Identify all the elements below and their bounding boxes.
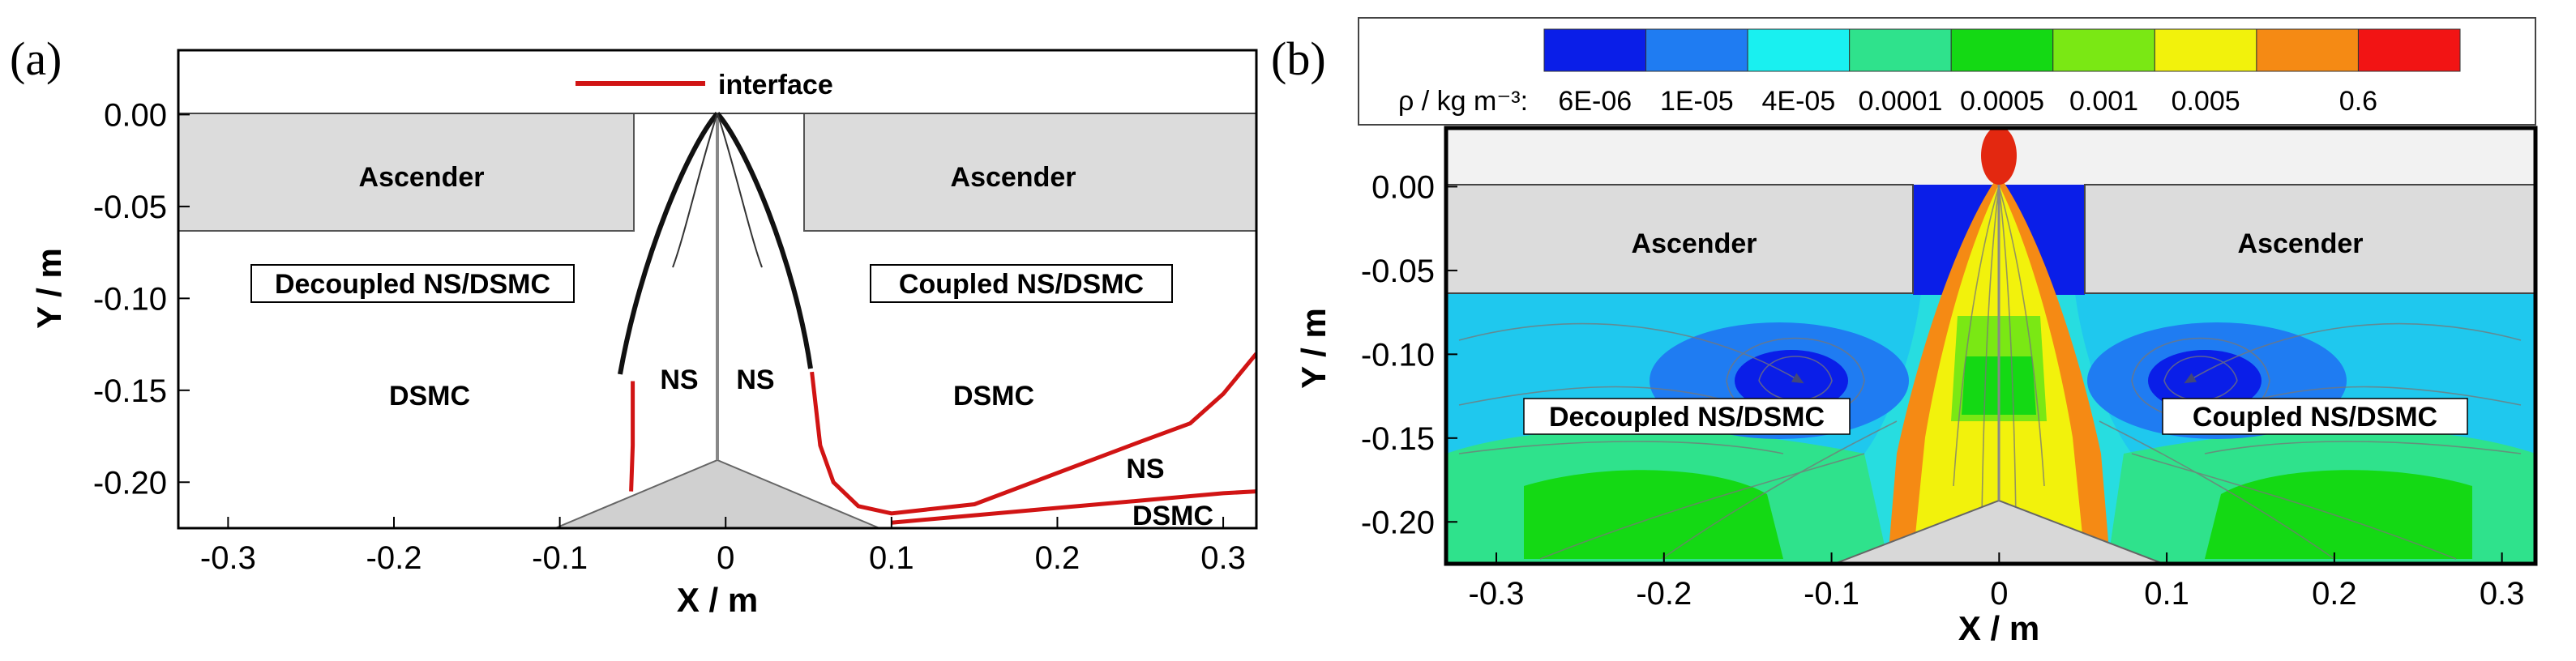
decoupled-label-box (250, 264, 575, 303)
b-ytick-label: -0.05 (1361, 254, 1435, 289)
ascender-left-block-b (1446, 184, 1914, 294)
colorbar-swatch (2154, 28, 2257, 72)
colorbar-swatch (1543, 28, 1647, 72)
colorbar-tick-label: 0.6 (2339, 86, 2377, 117)
colorbar-swatch (1645, 28, 1748, 72)
a-xtick-label: 0.3 (1200, 540, 1246, 576)
colorbar-tick-label: 0.001 (2069, 86, 2138, 117)
decoupled-label-box-b (1523, 398, 1851, 435)
panel-b-ylabel: Y / m (1294, 308, 1333, 389)
panel-a-ylabel: Y / m (30, 248, 68, 329)
density-field-bright-green-left (1524, 470, 1783, 559)
a-ytick-label: -0.10 (93, 281, 167, 317)
a-xtick-label: 0 (717, 540, 734, 576)
a-ytick-label: -0.15 (93, 373, 167, 409)
legend-interface-label: interface (718, 70, 833, 100)
ascender-left-label: Ascender (359, 162, 485, 193)
b-xtick-label: 0.2 (2312, 576, 2357, 612)
ascender-right-label: Ascender (951, 162, 1076, 193)
b-xtick-label: -0.3 (1469, 576, 1525, 612)
a-xtick-label: -0.3 (200, 540, 256, 576)
colorbar-swatch (1747, 28, 1851, 72)
colorbar-swatch (1849, 28, 1952, 72)
a-ytick-label: -0.05 (93, 190, 167, 225)
coupled-label-box (870, 264, 1173, 303)
b-ytick-label: -0.10 (1361, 337, 1435, 373)
colorbar-tick-label: 4E-05 (1762, 86, 1836, 117)
coupled-label: Coupled NS/DSMC (899, 269, 1144, 300)
density-field-bright-green-right (2205, 470, 2472, 559)
dsmc-far-label: DSMC (1132, 501, 1213, 531)
colorbar-tick-label: 0.005 (2172, 86, 2240, 117)
panel-a-label: (a) (10, 32, 62, 85)
dsmc-left-label: DSMC (389, 381, 470, 412)
ascender-right-label-b: Ascender (2238, 228, 2364, 259)
b-ytick-label: 0.00 (1371, 169, 1435, 205)
colorbar-swatch (1950, 28, 2054, 72)
interface-line-1 (810, 352, 1256, 516)
coupled-label-box-b (2162, 398, 2468, 435)
a-ytick-label: 0.00 (104, 97, 167, 133)
descender-wedge-b (1834, 499, 2164, 564)
a-ytick-label: -0.20 (93, 465, 167, 501)
panel-b-label: (b) (1271, 32, 1326, 85)
colorbar-swatch (2256, 28, 2359, 72)
plume-boundary-right (715, 112, 813, 369)
decoupled-label-b: Decoupled NS/DSMC (1549, 402, 1825, 433)
colorbar-swatch (2052, 28, 2155, 72)
panel-a-xlabel: X / m (677, 581, 758, 619)
panel-b-axes (1444, 126, 2538, 566)
panel-b-xlabel: X / m (1958, 609, 2039, 647)
ns-right-label: NS (736, 365, 774, 395)
vortex-right-inner (2148, 350, 2261, 412)
plume-inner-left (672, 113, 718, 268)
a-xtick-label: 0.2 (1035, 540, 1080, 576)
colorbar: ρ / kg m⁻³: 6E-06 1E-05 4E-05 0.0001 0.0005 0… (1358, 17, 2536, 126)
a-xtick-label: 0.1 (869, 540, 914, 576)
colorbar-tick-label: 6E-06 (1558, 86, 1632, 117)
interface-line-0 (629, 381, 635, 492)
decoupled-label: Decoupled NS/DSMC (275, 269, 550, 300)
ns-left-label: NS (660, 365, 698, 395)
panel-a-axes (177, 49, 1258, 530)
colorbar-tick-label: 1E-05 (1660, 86, 1734, 117)
dsmc-right-label: DSMC (953, 381, 1034, 412)
b-ytick-label: -0.20 (1361, 505, 1435, 540)
plume-boundary-left (618, 112, 720, 375)
panel-b-plot: -0.3 -0.2 -0.1 0 0.1 0.2 0.30.00-0.05-0.10-0.1… (1294, 126, 2538, 647)
ascender-left-block (178, 113, 635, 232)
colorbar-tick-label: 0.0005 (1960, 86, 2044, 117)
coupled-label-b: Coupled NS/DSMC (2193, 402, 2437, 433)
interface-line-2 (891, 489, 1256, 525)
b-xtick-label: -0.2 (1636, 576, 1692, 612)
colorbar-tick-label: 0.0001 (1858, 86, 1942, 117)
ascender-left-label-b: Ascender (1632, 228, 1757, 259)
a-xtick-label: -0.1 (532, 540, 588, 576)
b-xtick-label: -0.1 (1804, 576, 1859, 612)
panel-a-plot: -0.3 -0.2 -0.1 0 0.1 0.2 0.30.00-0.05-0.10-0.1… (30, 49, 1258, 619)
b-xtick-label: 0 (1990, 576, 2008, 612)
plume-inner-right (717, 113, 763, 268)
colorbar-label: ρ / kg m⁻³: (1398, 86, 1528, 117)
ns-far-label: NS (1126, 454, 1164, 484)
b-xtick-label: 0.1 (2144, 576, 2189, 612)
ascender-right-block-b (2084, 184, 2535, 294)
ascender-right-block (803, 113, 1257, 232)
streamlines (1458, 186, 2522, 560)
nozzle-tip (1981, 128, 2017, 185)
colorbar-swatch (2357, 28, 2461, 72)
a-xtick-label: -0.2 (366, 540, 422, 576)
b-xtick-label: 0.3 (2480, 576, 2525, 612)
b-ytick-label: -0.15 (1361, 421, 1435, 457)
